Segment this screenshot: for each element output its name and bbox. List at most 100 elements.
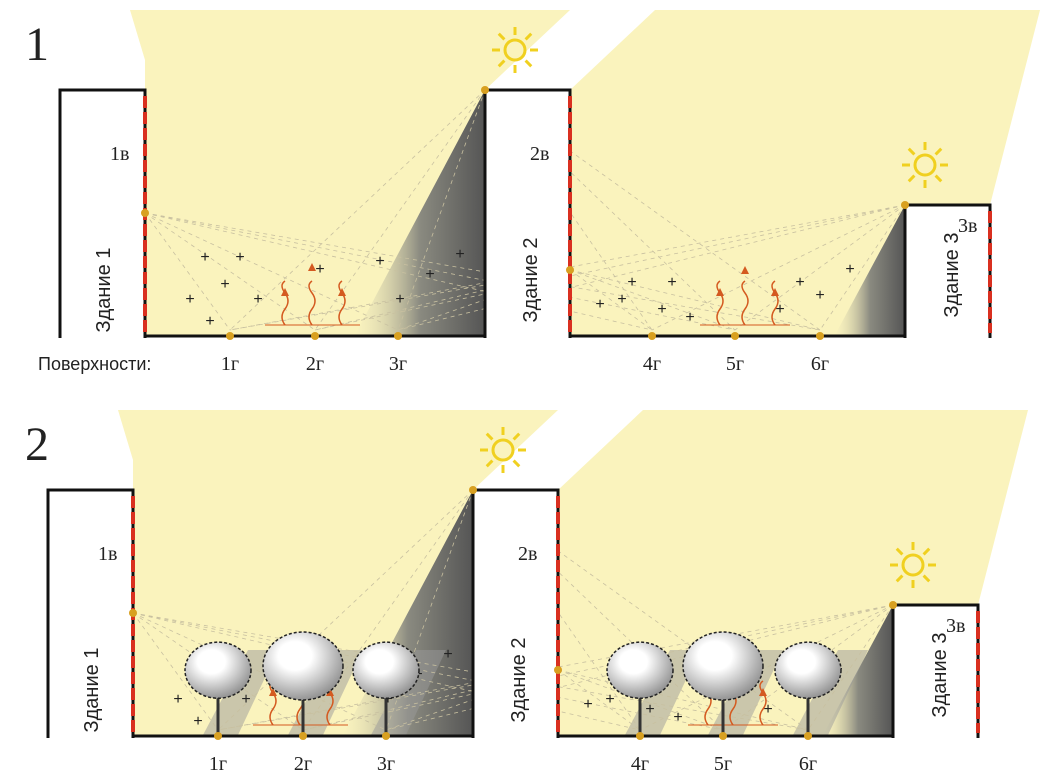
particle: +: [617, 291, 626, 308]
surfaces-label: Поверхности:: [38, 354, 151, 374]
ray: [302, 489, 474, 731]
building-label: Здание 2: [520, 238, 542, 323]
vertical-surface-label: 1в: [110, 143, 129, 165]
sun-ray: [524, 59, 533, 68]
sun-ray: [895, 574, 904, 583]
particle: +: [605, 691, 614, 708]
ray: [557, 669, 724, 731]
ray: [132, 612, 304, 731]
particle: +: [185, 291, 194, 308]
particle: +: [455, 246, 464, 263]
ray: [229, 204, 906, 331]
building-label: Здание 1: [81, 648, 103, 733]
point: [129, 609, 137, 617]
sun: [491, 438, 515, 462]
point: [554, 666, 562, 674]
vertical-surface-label: 1в: [98, 543, 117, 565]
horizontal-surface-label: 4г: [643, 353, 661, 375]
ray: [557, 669, 809, 731]
point: [141, 209, 149, 217]
point: [469, 486, 477, 494]
ray: [385, 604, 894, 731]
ray: [144, 212, 231, 331]
sun-ray: [512, 459, 521, 468]
building-label: Здание 3: [941, 233, 963, 318]
sun: [913, 153, 937, 177]
sun-ray: [512, 432, 521, 441]
panel-number: 1: [25, 18, 49, 71]
tree-crown: [262, 631, 344, 701]
particle: +: [205, 313, 214, 330]
horizontal-surface-label: 2г: [294, 753, 312, 775]
horizontal-surface-label: 4г: [631, 753, 649, 775]
shadow: [625, 650, 700, 735]
ray: [229, 89, 486, 331]
sun-ray: [497, 59, 506, 68]
particle: +: [657, 301, 666, 318]
point: [214, 732, 222, 740]
ray: [217, 489, 474, 731]
point: [901, 201, 909, 209]
point: [481, 86, 489, 94]
sun-ray: [907, 147, 916, 156]
ray: [132, 612, 809, 731]
ray: [651, 204, 906, 331]
heat-wave: [716, 280, 724, 326]
particle: +: [775, 301, 784, 318]
heat-wave: [741, 280, 749, 326]
point: [299, 732, 307, 740]
ray: [569, 269, 736, 331]
point: [719, 732, 727, 740]
ray: [397, 89, 486, 331]
particle: +: [763, 701, 772, 718]
particle: +: [815, 287, 824, 304]
ray: [144, 212, 821, 331]
heat-arrow: [281, 288, 289, 296]
heat-wave: [338, 280, 346, 326]
particle: +: [595, 296, 604, 313]
point: [394, 332, 402, 340]
ray: [639, 604, 894, 731]
ray: [807, 604, 894, 731]
particle: +: [383, 691, 392, 708]
sun-ray: [934, 147, 943, 156]
tree-crown: [774, 641, 842, 700]
sun-ray: [922, 574, 931, 583]
heat-wave: [759, 680, 767, 726]
heat-arrow: [716, 288, 724, 296]
particle: +: [583, 696, 592, 713]
horizontal-surface-label: 3г: [377, 753, 395, 775]
horizontal-surface-label: 5г: [726, 353, 744, 375]
horizontal-surface-label: 6г: [799, 753, 817, 775]
ray: [144, 212, 316, 331]
horizontal-surface-label: 3г: [389, 353, 407, 375]
sun-ray: [907, 174, 916, 183]
ray: [569, 269, 653, 331]
shadow: [793, 650, 868, 735]
tree-crown: [352, 641, 420, 700]
point: [382, 732, 390, 740]
vertical-surface-label: 2в: [518, 543, 537, 565]
point: [816, 332, 824, 340]
particle: +: [425, 266, 434, 283]
particle: +: [375, 253, 384, 270]
ray: [217, 604, 894, 731]
ray: [397, 204, 906, 331]
ray: [385, 489, 474, 731]
horizontal-surface-label: 5г: [714, 753, 732, 775]
vertical-surface-label: 3в: [946, 615, 965, 637]
building-label: Здание 3: [929, 633, 951, 718]
sun-ray: [485, 459, 494, 468]
tree-crown: [606, 641, 674, 700]
point: [311, 332, 319, 340]
point: [804, 732, 812, 740]
particle: +: [667, 274, 676, 291]
horizontal-surface-label: 6г: [811, 353, 829, 375]
building-label: Здание 2: [508, 638, 530, 723]
horizontal-surface-label: 1г: [209, 753, 227, 775]
point: [566, 266, 574, 274]
vertical-surface-label: 2в: [530, 143, 549, 165]
tree-crown: [682, 631, 764, 701]
